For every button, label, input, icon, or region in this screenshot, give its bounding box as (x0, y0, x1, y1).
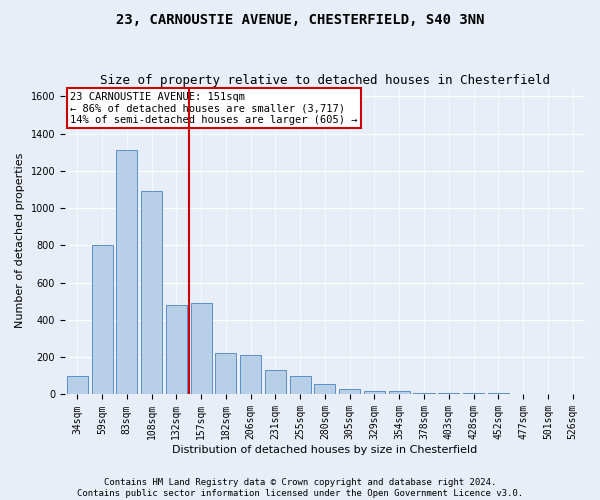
Bar (413, 392, 434, 394)
Bar (339, 389, 360, 394)
Bar (389, 391, 410, 394)
Bar (290, 376, 311, 394)
Bar (191, 303, 212, 394)
Bar (92, 246, 113, 394)
Text: 23, CARNOUSTIE AVENUE, CHESTERFIELD, S40 3NN: 23, CARNOUSTIE AVENUE, CHESTERFIELD, S40… (116, 12, 484, 26)
Bar (265, 370, 286, 394)
Bar (314, 384, 335, 394)
Title: Size of property relative to detached houses in Chesterfield: Size of property relative to detached ho… (100, 74, 550, 87)
Bar (215, 354, 236, 395)
Text: Contains HM Land Registry data © Crown copyright and database right 2024.
Contai: Contains HM Land Registry data © Crown c… (77, 478, 523, 498)
Text: 23 CARNOUSTIE AVENUE: 151sqm
← 86% of detached houses are smaller (3,717)
14% of: 23 CARNOUSTIE AVENUE: 151sqm ← 86% of de… (70, 92, 358, 125)
Y-axis label: Number of detached properties: Number of detached properties (15, 153, 25, 328)
Bar (141, 192, 162, 394)
Bar (364, 390, 385, 394)
Bar (438, 393, 460, 394)
X-axis label: Distribution of detached houses by size in Chesterfield: Distribution of detached houses by size … (172, 445, 478, 455)
Bar (240, 356, 261, 395)
Bar (67, 376, 88, 394)
Bar (463, 393, 484, 394)
Bar (116, 150, 137, 394)
Bar (166, 305, 187, 394)
